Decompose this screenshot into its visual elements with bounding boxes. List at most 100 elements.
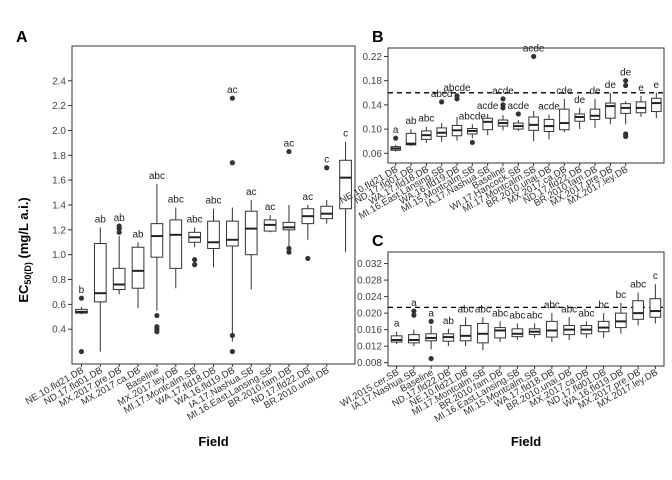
box-11: ac — [282, 139, 296, 255]
box-15: de — [620, 68, 632, 139]
iqr-box — [150, 223, 164, 258]
y-tick-label: 0.14 — [363, 100, 383, 111]
box-11: cde — [556, 86, 573, 133]
significance-label: ac — [303, 192, 314, 203]
y-tick-label: 0.012 — [357, 342, 382, 353]
y-tick-label: 0.06 — [363, 149, 383, 160]
significance-label: abc — [475, 304, 491, 315]
panel-label-c: C — [372, 233, 384, 250]
iqr-box — [615, 312, 627, 329]
significance-label: e — [638, 83, 644, 94]
box-13: bc — [615, 290, 627, 334]
outlier-point — [500, 102, 506, 108]
significance-label: abc — [561, 304, 577, 315]
box-6: abc — [492, 308, 508, 343]
box-8: abc — [527, 310, 543, 338]
significance-label: bc — [598, 300, 609, 311]
significance-label: ac — [227, 85, 238, 96]
box-10: abc — [561, 304, 577, 340]
box-8: ac — [226, 85, 239, 355]
y-axis-title-a: EC50(D) (mg/L a.i.) — [16, 197, 33, 302]
iqr-box — [651, 97, 662, 113]
panel-label-b: B — [372, 29, 384, 46]
significance-label: abc — [205, 196, 221, 207]
y-tick-label: 0.6 — [52, 300, 66, 311]
outlier-point — [192, 257, 198, 263]
significance-label: de — [574, 95, 586, 106]
significance-label: ab — [132, 229, 144, 240]
box-1: ab — [93, 214, 107, 352]
significance-label: acde — [492, 86, 514, 97]
significance-label: abcde — [459, 111, 487, 122]
iqr-box — [528, 116, 539, 131]
significance-label: abcd — [431, 89, 453, 100]
outlier-point — [324, 165, 330, 171]
significance-label: abc — [527, 310, 543, 321]
iqr-box — [408, 334, 420, 344]
box-12: bc — [597, 300, 610, 338]
outlier-point — [500, 96, 506, 102]
iqr-box — [320, 205, 334, 220]
box-5: abc — [475, 304, 491, 351]
y-tick-label: 1.8 — [52, 151, 66, 162]
outlier-point — [393, 135, 399, 141]
box-14: c — [339, 129, 352, 253]
significance-label: a — [394, 319, 400, 330]
outlier-point — [531, 53, 537, 60]
significance-label: acde — [523, 43, 545, 54]
box-10: ac — [263, 202, 277, 233]
x-axis-title: Field — [198, 434, 228, 449]
iqr-box — [282, 221, 296, 231]
box-3: ab — [131, 229, 145, 309]
significance-label: abc — [630, 279, 646, 290]
box-3: abcd — [431, 89, 453, 142]
significance-label: ab — [443, 316, 455, 327]
outlier-point — [515, 111, 521, 117]
iqr-box — [605, 102, 616, 119]
box-5: abc — [168, 194, 184, 289]
significance-label: b — [79, 285, 85, 296]
y-tick-label: 1.0 — [52, 250, 66, 261]
box-4: abc — [149, 171, 165, 335]
outlier-point — [286, 148, 292, 155]
plot-frame — [387, 47, 665, 164]
iqr-box — [546, 320, 558, 338]
box-7: acde — [492, 86, 514, 131]
iqr-box — [597, 320, 610, 333]
significance-label: ac — [246, 187, 257, 198]
iqr-box — [405, 132, 417, 146]
outlier-point — [154, 312, 160, 319]
outlier-point — [116, 223, 122, 229]
significance-label: c — [343, 129, 348, 140]
iqr-box — [93, 243, 107, 303]
significance-label: a — [411, 298, 417, 309]
box-14: de — [605, 80, 617, 125]
box-7: abc — [205, 196, 222, 268]
x-axis-title: Field — [511, 434, 541, 449]
outlier-point — [78, 295, 85, 301]
significance-label: acde — [507, 101, 529, 112]
outlier-point — [154, 329, 160, 335]
y-tick-label: 0.028 — [357, 276, 382, 287]
iqr-box — [169, 219, 183, 269]
outlier-point — [623, 78, 629, 84]
significance-label: cde — [556, 86, 573, 97]
box-12: ac — [301, 192, 315, 262]
box-1: a — [408, 298, 420, 347]
iqr-box — [459, 325, 472, 342]
significance-label: de — [605, 80, 617, 91]
iqr-box — [207, 220, 220, 249]
y-tick-label: 1.6 — [52, 176, 66, 187]
significance-label: abc — [492, 308, 508, 319]
outlier-point — [623, 131, 629, 137]
box-14: abc — [630, 279, 646, 326]
significance-label: c — [324, 155, 329, 166]
box-9: acde — [523, 43, 545, 142]
outlier-point — [229, 348, 235, 355]
box-1: ab — [405, 116, 417, 147]
y-tick-label: 0.22 — [363, 52, 383, 63]
box-13: de — [589, 86, 601, 128]
outlier-point — [411, 312, 417, 318]
